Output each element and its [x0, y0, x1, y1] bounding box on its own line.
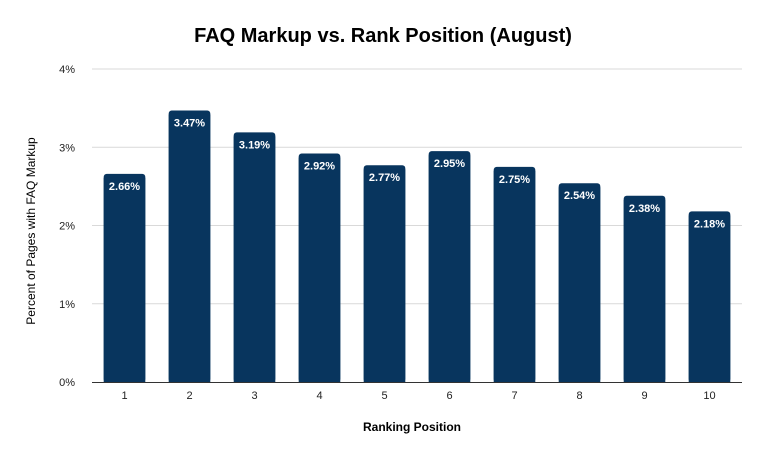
bar-base: [298, 157, 341, 382]
data-label: 3.47%: [174, 117, 205, 129]
data-label: 2.77%: [369, 172, 400, 184]
y-tick-label: 3%: [59, 142, 75, 154]
bar-base: [688, 215, 731, 382]
bar-base: [103, 177, 146, 382]
data-label: 3.19%: [239, 139, 270, 151]
bar-base: [363, 169, 406, 382]
x-tick-label: 9: [641, 390, 647, 402]
y-axis-title: Percent of Pages with FAQ Markup: [24, 137, 38, 325]
data-label: 2.92%: [304, 161, 335, 173]
x-tick-label: 5: [381, 390, 387, 402]
bar-base: [623, 199, 666, 382]
x-tick-label: 8: [576, 390, 582, 402]
data-label: 2.54%: [564, 190, 595, 202]
bar-base: [493, 170, 536, 382]
data-label: 2.66%: [109, 181, 140, 193]
bar-base: [233, 136, 276, 382]
x-tick-label: 6: [446, 390, 452, 402]
y-tick-label: 1%: [59, 299, 75, 311]
y-tick-label: 0%: [59, 377, 75, 389]
data-label: 2.18%: [694, 218, 725, 230]
y-tick-label: 4%: [59, 64, 75, 76]
x-tick-label: 7: [511, 390, 517, 402]
y-tick-label: 2%: [59, 221, 75, 233]
bar-base: [168, 114, 211, 382]
bar-base: [428, 155, 471, 382]
chart-title: FAQ Markup vs. Rank Position (August): [194, 25, 572, 47]
data-label: 2.95%: [434, 158, 465, 170]
x-axis-title: Ranking Position: [363, 420, 461, 434]
bars: [103, 110, 731, 382]
x-tick-label: 1: [121, 390, 127, 402]
x-tick-label: 4: [316, 390, 322, 402]
y-axis-ticks: 0% 1% 2% 3% 4%: [59, 64, 75, 389]
data-label: 2.38%: [629, 203, 660, 215]
x-tick-label: 3: [251, 390, 257, 402]
x-tick-label: 2: [186, 390, 192, 402]
x-tick-label: 10: [703, 390, 715, 402]
x-axis-ticks: 1 2 3 4 5 6 7 8 9 10: [121, 390, 715, 402]
data-label: 2.75%: [499, 174, 530, 186]
data-labels: 2.66% 3.47% 3.19% 2.92% 2.77% 2.95% 2.75% 2.54%…: [109, 117, 725, 230]
bar-base: [558, 187, 601, 382]
